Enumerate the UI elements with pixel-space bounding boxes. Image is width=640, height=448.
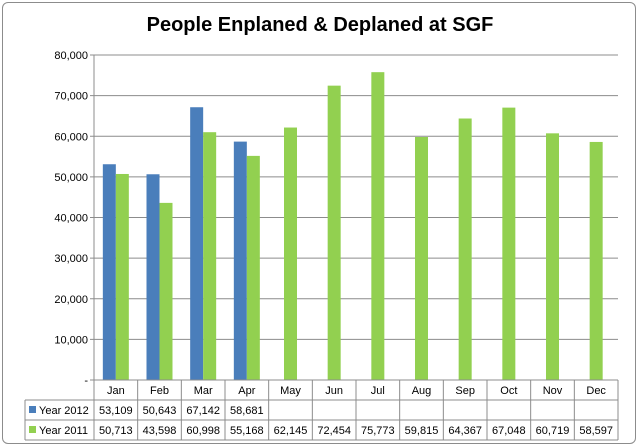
data-label: 50,643 [143, 405, 177, 417]
data-label: 53,109 [99, 405, 133, 417]
data-label: 58,681 [230, 405, 264, 417]
bar-year-2011 [115, 173, 129, 380]
x-tick-label: Aug [412, 385, 432, 397]
legend-swatch [29, 426, 36, 433]
x-tick-label: May [280, 385, 301, 397]
data-label: 67,048 [492, 425, 526, 437]
y-tick-label: - [84, 375, 88, 387]
y-tick-label: 20,000 [54, 294, 88, 306]
data-label: 60,998 [186, 425, 220, 437]
data-label: 43,598 [143, 425, 177, 437]
bar-year-2012 [233, 141, 247, 380]
x-tick-label: Dec [586, 385, 606, 397]
y-tick-label: 10,000 [54, 334, 88, 346]
data-label: 50,713 [99, 425, 133, 437]
x-tick-label: Jun [325, 385, 343, 397]
data-label: 58,597 [579, 425, 613, 437]
chart-title: People Enplaned & Deplaned at SGF [146, 14, 494, 36]
data-label: 60,719 [536, 425, 570, 437]
bar-year-2011 [327, 85, 341, 380]
bar-year-2011 [502, 107, 516, 381]
x-tick-label: Feb [150, 385, 169, 397]
data-label: 72,454 [317, 425, 351, 437]
data-label: 64,367 [448, 425, 482, 437]
bar-year-2012 [190, 107, 204, 380]
bar-year-2011 [203, 132, 217, 380]
bar-year-2011 [284, 127, 297, 380]
x-tick-label: Mar [194, 385, 213, 397]
x-tick-label: Jul [371, 385, 385, 397]
bar-year-2011 [246, 155, 260, 380]
y-tick-label: 70,000 [54, 91, 88, 103]
y-tick-label: 40,000 [54, 213, 88, 225]
bar-year-2011 [415, 137, 428, 380]
legend-swatch [29, 406, 36, 413]
bar-year-2011 [458, 118, 472, 380]
bar-year-2011 [159, 202, 173, 380]
y-tick-label: 60,000 [54, 131, 88, 143]
x-tick-label: Oct [500, 385, 517, 397]
legend-label: Year 2012 [39, 405, 89, 417]
bar-year-2011 [589, 141, 603, 380]
x-tick-label: Apr [238, 385, 255, 397]
bar-year-2011 [371, 72, 385, 381]
bar-year-2011 [546, 133, 559, 380]
y-tick-label: 50,000 [54, 172, 88, 184]
x-tick-label: Nov [543, 385, 563, 397]
data-label: 67,142 [186, 405, 220, 417]
legend-label: Year 2011 [39, 425, 88, 437]
data-label: 59,815 [405, 425, 439, 437]
x-tick-label: Sep [455, 385, 475, 397]
bar-year-2012 [102, 164, 116, 380]
data-label: 62,145 [274, 425, 308, 437]
y-tick-label: 30,000 [54, 253, 88, 265]
y-tick-label: 80,000 [54, 50, 88, 62]
x-tick-label: Jan [107, 385, 125, 397]
data-label: 55,168 [230, 425, 264, 437]
bar-year-2012 [146, 174, 160, 380]
data-label: 75,773 [361, 425, 395, 437]
